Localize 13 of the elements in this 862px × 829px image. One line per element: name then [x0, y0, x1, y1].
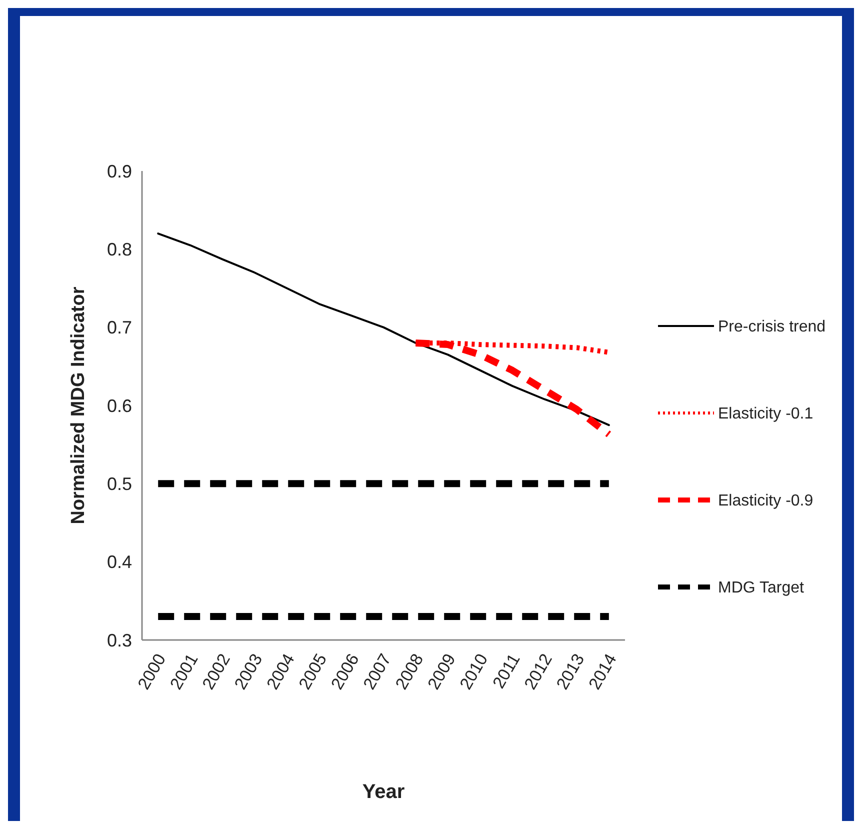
legend-label: Elasticity -0.1 [718, 406, 814, 423]
y-tick-label: 0.4 [106, 552, 132, 572]
legend-label: Elasticity -0.9 [718, 492, 814, 510]
y-axis-title: Normalized MDG Indicator [68, 286, 89, 524]
y-tick-label: 0.7 [106, 318, 132, 338]
x-axis-title: Year [362, 781, 405, 803]
y-tick-label: 0.9 [106, 161, 132, 182]
y-tick-label: 0.3 [106, 630, 132, 650]
y-tick-label: 0.6 [106, 396, 132, 416]
y-tick-label: 0.8 [106, 239, 132, 260]
legend-label: Pre-crisis trend [718, 318, 826, 336]
y-tick-label: 0.5 [106, 474, 132, 494]
legend-label: MDG Target [718, 580, 805, 597]
